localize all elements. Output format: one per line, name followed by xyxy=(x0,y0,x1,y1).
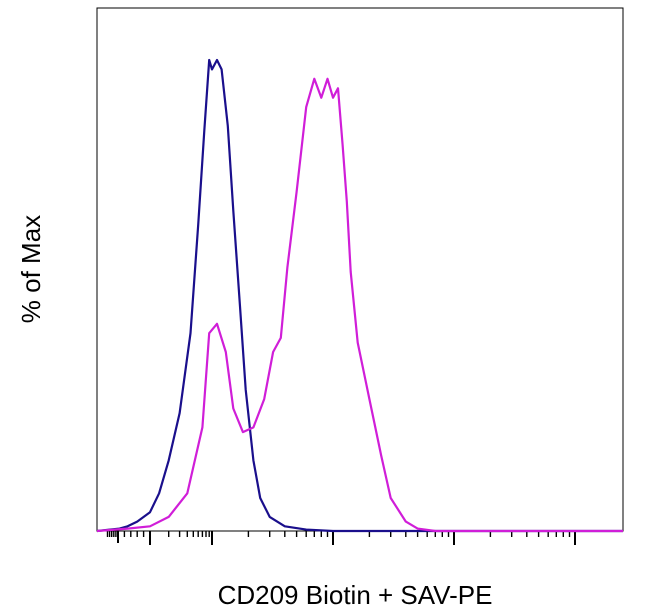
x-axis-label: CD209 Biotin + SAV-PE xyxy=(218,580,493,610)
x-axis-ticks xyxy=(106,531,576,545)
plot-area xyxy=(96,7,624,532)
series-layer xyxy=(96,58,623,533)
y-axis-label: % of Max xyxy=(16,215,46,323)
series-line-2 xyxy=(96,77,623,533)
series-line-1 xyxy=(96,58,623,533)
